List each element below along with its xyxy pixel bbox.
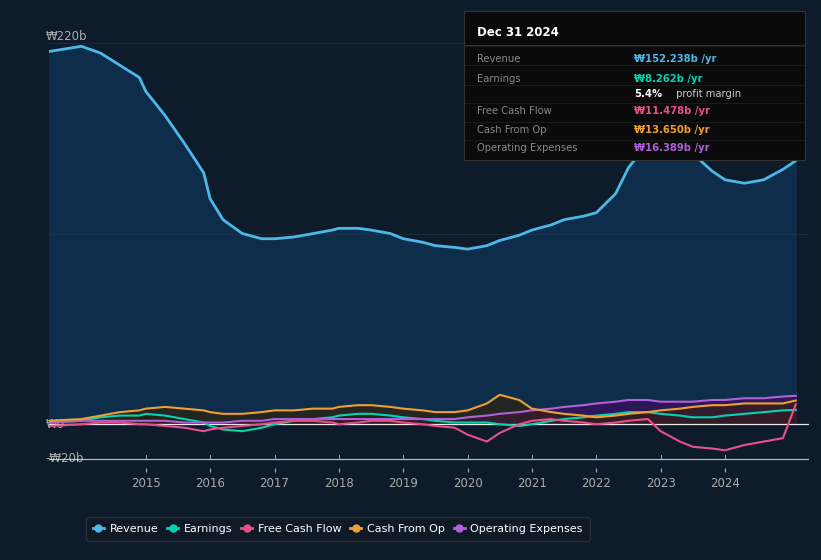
- Text: 5.4%: 5.4%: [635, 88, 663, 99]
- Text: ₩0: ₩0: [45, 418, 65, 431]
- Text: Operating Expenses: Operating Expenses: [478, 143, 578, 153]
- Text: Cash From Op: Cash From Op: [478, 125, 547, 135]
- Text: ₩13.650b /yr: ₩13.650b /yr: [635, 125, 710, 135]
- Text: Revenue: Revenue: [478, 54, 521, 64]
- Text: -₩20b: -₩20b: [45, 452, 84, 465]
- Text: Dec 31 2024: Dec 31 2024: [478, 26, 559, 39]
- Legend: Revenue, Earnings, Free Cash Flow, Cash From Op, Operating Expenses: Revenue, Earnings, Free Cash Flow, Cash …: [86, 517, 589, 541]
- Text: ₩11.478b /yr: ₩11.478b /yr: [635, 106, 710, 116]
- Text: Free Cash Flow: Free Cash Flow: [478, 106, 553, 116]
- Text: ₩220b: ₩220b: [45, 30, 87, 43]
- Text: Earnings: Earnings: [478, 74, 521, 84]
- Text: ₩16.389b /yr: ₩16.389b /yr: [635, 143, 710, 153]
- Text: ₩152.238b /yr: ₩152.238b /yr: [635, 54, 717, 64]
- Text: profit margin: profit margin: [673, 88, 741, 99]
- Text: ₩8.262b /yr: ₩8.262b /yr: [635, 74, 703, 84]
